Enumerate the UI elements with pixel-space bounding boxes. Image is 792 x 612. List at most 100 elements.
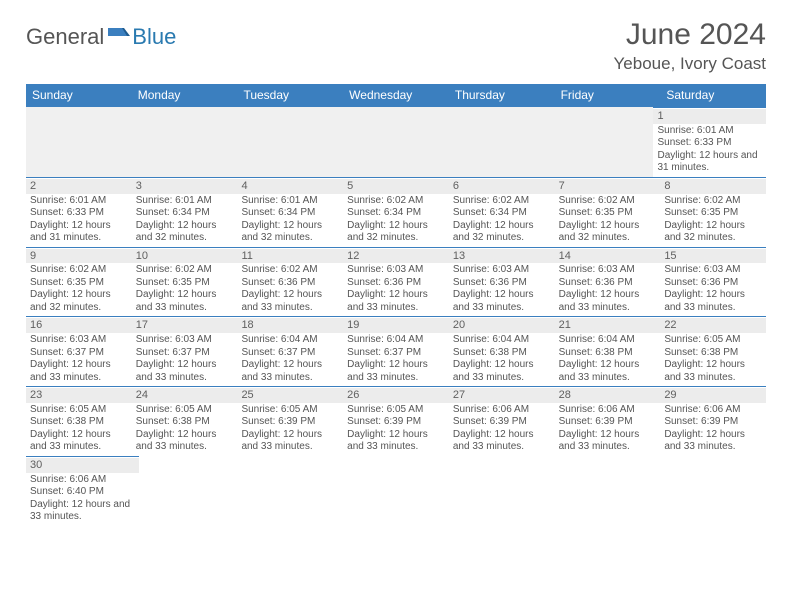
daylight-text: Daylight: 12 hours and 32 minutes. bbox=[30, 289, 128, 314]
empty-cell bbox=[452, 456, 557, 526]
calendar-week: 1Sunrise: 6:01 AMSunset: 6:33 PMDaylight… bbox=[26, 107, 766, 177]
sunrise-text: Sunrise: 6:02 AM bbox=[241, 264, 339, 277]
day-number: 29 bbox=[660, 388, 766, 403]
day-cell: 12Sunrise: 6:03 AMSunset: 6:36 PMDayligh… bbox=[343, 247, 449, 317]
daylight-text: Daylight: 12 hours and 33 minutes. bbox=[559, 429, 657, 454]
daylight-text: Daylight: 12 hours and 32 minutes. bbox=[136, 220, 234, 245]
weekday-header: Monday bbox=[132, 84, 238, 107]
weekday-header: Saturday bbox=[660, 84, 766, 107]
sunrise-text: Sunrise: 6:04 AM bbox=[559, 334, 657, 347]
sunrise-text: Sunrise: 6:03 AM bbox=[136, 334, 234, 347]
location-subtitle: Yeboue, Ivory Coast bbox=[614, 54, 766, 74]
calendar-week: 9Sunrise: 6:02 AMSunset: 6:35 PMDaylight… bbox=[26, 247, 766, 317]
day-cell: 1Sunrise: 6:01 AMSunset: 6:33 PMDaylight… bbox=[653, 107, 766, 177]
sunrise-text: Sunrise: 6:06 AM bbox=[664, 404, 762, 417]
day-cell: 2Sunrise: 6:01 AMSunset: 6:33 PMDaylight… bbox=[26, 177, 132, 247]
empty-cell bbox=[235, 107, 340, 177]
sunrise-text: Sunrise: 6:02 AM bbox=[559, 195, 657, 208]
sunrise-text: Sunrise: 6:03 AM bbox=[347, 264, 445, 277]
empty-cell bbox=[131, 107, 236, 177]
day-number: 18 bbox=[237, 318, 343, 333]
sunset-text: Sunset: 6:35 PM bbox=[30, 277, 128, 290]
day-cell: 30Sunrise: 6:06 AMSunset: 6:40 PMDayligh… bbox=[26, 456, 139, 526]
day-number: 12 bbox=[343, 249, 449, 264]
day-cell: 6Sunrise: 6:02 AMSunset: 6:34 PMDaylight… bbox=[449, 177, 555, 247]
daylight-text: Daylight: 12 hours and 33 minutes. bbox=[453, 359, 551, 384]
day-cell: 8Sunrise: 6:02 AMSunset: 6:35 PMDaylight… bbox=[660, 177, 766, 247]
sunrise-text: Sunrise: 6:01 AM bbox=[657, 125, 762, 138]
daylight-text: Daylight: 12 hours and 33 minutes. bbox=[136, 429, 234, 454]
sunset-text: Sunset: 6:38 PM bbox=[559, 347, 657, 360]
sunrise-text: Sunrise: 6:02 AM bbox=[664, 195, 762, 208]
sunrise-text: Sunrise: 6:06 AM bbox=[30, 474, 135, 487]
daylight-text: Daylight: 12 hours and 32 minutes. bbox=[664, 220, 762, 245]
day-cell: 19Sunrise: 6:04 AMSunset: 6:37 PMDayligh… bbox=[343, 316, 449, 386]
day-cell: 28Sunrise: 6:06 AMSunset: 6:39 PMDayligh… bbox=[555, 386, 661, 456]
day-cell: 15Sunrise: 6:03 AMSunset: 6:36 PMDayligh… bbox=[660, 247, 766, 317]
day-cell: 24Sunrise: 6:05 AMSunset: 6:38 PMDayligh… bbox=[132, 386, 238, 456]
day-number: 15 bbox=[660, 249, 766, 264]
day-number: 1 bbox=[653, 109, 766, 124]
day-number: 22 bbox=[660, 318, 766, 333]
sunset-text: Sunset: 6:35 PM bbox=[664, 207, 762, 220]
daylight-text: Daylight: 12 hours and 33 minutes. bbox=[664, 359, 762, 384]
empty-cell bbox=[444, 107, 549, 177]
day-number: 2 bbox=[26, 179, 132, 194]
sunrise-text: Sunrise: 6:03 AM bbox=[559, 264, 657, 277]
day-number: 23 bbox=[26, 388, 132, 403]
day-cell: 23Sunrise: 6:05 AMSunset: 6:38 PMDayligh… bbox=[26, 386, 132, 456]
calendar-week: 23Sunrise: 6:05 AMSunset: 6:38 PMDayligh… bbox=[26, 386, 766, 456]
weekday-header: Wednesday bbox=[343, 84, 449, 107]
daylight-text: Daylight: 12 hours and 32 minutes. bbox=[241, 220, 339, 245]
day-number: 11 bbox=[237, 249, 343, 264]
sunrise-text: Sunrise: 6:02 AM bbox=[347, 195, 445, 208]
day-cell: 3Sunrise: 6:01 AMSunset: 6:34 PMDaylight… bbox=[132, 177, 238, 247]
sunset-text: Sunset: 6:34 PM bbox=[241, 207, 339, 220]
sunset-text: Sunset: 6:35 PM bbox=[136, 277, 234, 290]
day-number: 25 bbox=[237, 388, 343, 403]
logo: General Blue bbox=[26, 24, 176, 50]
calendar: Sunday Monday Tuesday Wednesday Thursday… bbox=[26, 84, 766, 526]
sunset-text: Sunset: 6:36 PM bbox=[347, 277, 445, 290]
day-cell: 7Sunrise: 6:02 AMSunset: 6:35 PMDaylight… bbox=[555, 177, 661, 247]
calendar-week: 30Sunrise: 6:06 AMSunset: 6:40 PMDayligh… bbox=[26, 456, 766, 526]
sunrise-text: Sunrise: 6:01 AM bbox=[30, 195, 128, 208]
daylight-text: Daylight: 12 hours and 33 minutes. bbox=[241, 289, 339, 314]
daylight-text: Daylight: 12 hours and 31 minutes. bbox=[657, 150, 762, 175]
daylight-text: Daylight: 12 hours and 33 minutes. bbox=[453, 289, 551, 314]
month-title: June 2024 bbox=[614, 18, 766, 52]
day-cell: 25Sunrise: 6:05 AMSunset: 6:39 PMDayligh… bbox=[237, 386, 343, 456]
weekday-header: Tuesday bbox=[237, 84, 343, 107]
weekday-header: Thursday bbox=[449, 84, 555, 107]
day-cell: 14Sunrise: 6:03 AMSunset: 6:36 PMDayligh… bbox=[555, 247, 661, 317]
day-number: 27 bbox=[449, 388, 555, 403]
day-number: 16 bbox=[26, 318, 132, 333]
sunrise-text: Sunrise: 6:05 AM bbox=[664, 334, 762, 347]
empty-cell bbox=[348, 456, 453, 526]
sunset-text: Sunset: 6:37 PM bbox=[347, 347, 445, 360]
day-number: 10 bbox=[132, 249, 238, 264]
sunset-text: Sunset: 6:34 PM bbox=[136, 207, 234, 220]
empty-cell bbox=[661, 456, 766, 526]
sunset-text: Sunset: 6:36 PM bbox=[241, 277, 339, 290]
weekday-header: Sunday bbox=[26, 84, 132, 107]
day-cell: 26Sunrise: 6:05 AMSunset: 6:39 PMDayligh… bbox=[343, 386, 449, 456]
day-number: 20 bbox=[449, 318, 555, 333]
empty-cell bbox=[340, 107, 445, 177]
sunrise-text: Sunrise: 6:02 AM bbox=[30, 264, 128, 277]
sunrise-text: Sunrise: 6:04 AM bbox=[347, 334, 445, 347]
day-number: 14 bbox=[555, 249, 661, 264]
sunset-text: Sunset: 6:37 PM bbox=[136, 347, 234, 360]
day-number: 5 bbox=[343, 179, 449, 194]
sunrise-text: Sunrise: 6:03 AM bbox=[30, 334, 128, 347]
daylight-text: Daylight: 12 hours and 33 minutes. bbox=[136, 289, 234, 314]
daylight-text: Daylight: 12 hours and 33 minutes. bbox=[559, 289, 657, 314]
day-cell: 29Sunrise: 6:06 AMSunset: 6:39 PMDayligh… bbox=[660, 386, 766, 456]
daylight-text: Daylight: 12 hours and 33 minutes. bbox=[559, 359, 657, 384]
day-cell: 17Sunrise: 6:03 AMSunset: 6:37 PMDayligh… bbox=[132, 316, 238, 386]
day-number: 26 bbox=[343, 388, 449, 403]
sunset-text: Sunset: 6:39 PM bbox=[559, 416, 657, 429]
sunset-text: Sunset: 6:33 PM bbox=[657, 137, 762, 150]
day-number: 6 bbox=[449, 179, 555, 194]
sunset-text: Sunset: 6:39 PM bbox=[453, 416, 551, 429]
